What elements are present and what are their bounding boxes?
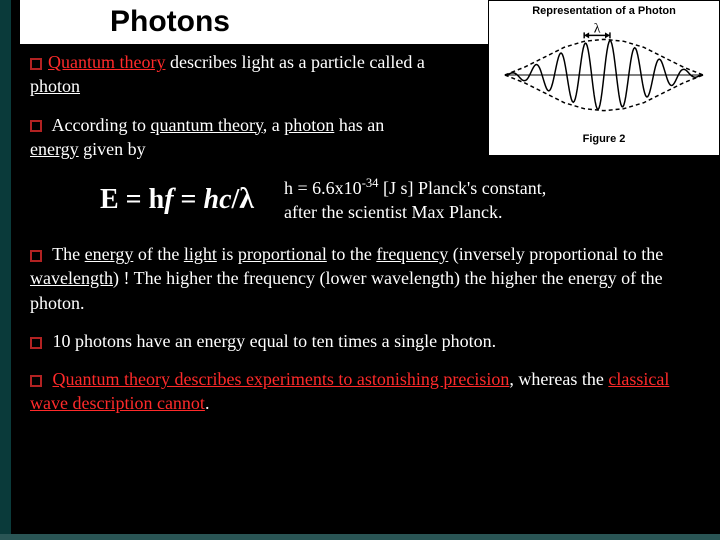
text: describes light as a particle called a <box>165 52 424 72</box>
svg-text:λ: λ <box>594 21 601 36</box>
text: Quantum theory describes experiments to … <box>53 369 510 389</box>
photon-term: photon <box>30 76 80 96</box>
bullet-icon <box>30 375 42 387</box>
eq-hc: hc <box>204 184 232 215</box>
text: [J s] Planck's constant, <box>378 178 546 198</box>
bullet-3: The energy of the light is proportional … <box>30 242 700 315</box>
text: According to <box>48 115 150 135</box>
bullet-icon <box>30 58 42 70</box>
bullet-2: According to quantum theory, a photon ha… <box>30 113 430 162</box>
text: energy <box>85 244 134 264</box>
text: -34 <box>362 176 379 190</box>
page-title: Photons <box>110 5 230 39</box>
eq-f: f <box>164 184 173 215</box>
text: The <box>48 244 85 264</box>
text: (inversely proportional to the <box>448 244 663 264</box>
text: proportional <box>238 244 327 264</box>
text: h = 6.6x10 <box>284 178 362 198</box>
bullet-5: Quantum theory describes experiments to … <box>30 367 700 416</box>
equation-row: E = hf = hc/λ h = 6.6x10-34 [J s] Planck… <box>100 175 700 224</box>
text: of the <box>133 244 183 264</box>
eq-eq2: = <box>174 184 204 215</box>
text: photon <box>284 115 334 135</box>
text: wavelength <box>30 268 113 288</box>
eq-lhs: E = h <box>100 184 164 215</box>
bullet-icon <box>30 337 42 349</box>
text: to the <box>327 244 377 264</box>
text: , a <box>263 115 285 135</box>
eq-lambda: λ <box>239 182 254 215</box>
text: 10 photons have an energy equal to ten t… <box>48 331 496 351</box>
text: frequency <box>376 244 448 264</box>
text: given by <box>79 139 146 159</box>
bullet-icon <box>30 250 42 262</box>
text: light <box>184 244 217 264</box>
quantum-theory-link: Quantum theory <box>48 52 165 72</box>
bullet-4: 10 photons have an energy equal to ten t… <box>30 329 700 353</box>
text: after the scientist Max Planck. <box>284 202 502 222</box>
photon-energy-equation: E = hf = hc/λ <box>100 179 254 220</box>
text: , whereas the <box>509 369 608 389</box>
bullet-icon <box>30 120 42 132</box>
text: energy <box>30 139 79 159</box>
bullet-1: Quantum theory describes light as a part… <box>30 50 430 99</box>
content-area: Quantum theory describes light as a part… <box>30 50 700 430</box>
text: is <box>217 244 238 264</box>
figure-title: Representation of a Photon <box>495 5 713 17</box>
text: ) ! The higher the frequency (lower wave… <box>30 268 663 312</box>
text: has an <box>334 115 384 135</box>
text: . <box>205 393 210 413</box>
planck-constant-note: h = 6.6x10-34 [J s] Planck's constant, a… <box>284 175 546 224</box>
text: quantum theory <box>150 115 262 135</box>
